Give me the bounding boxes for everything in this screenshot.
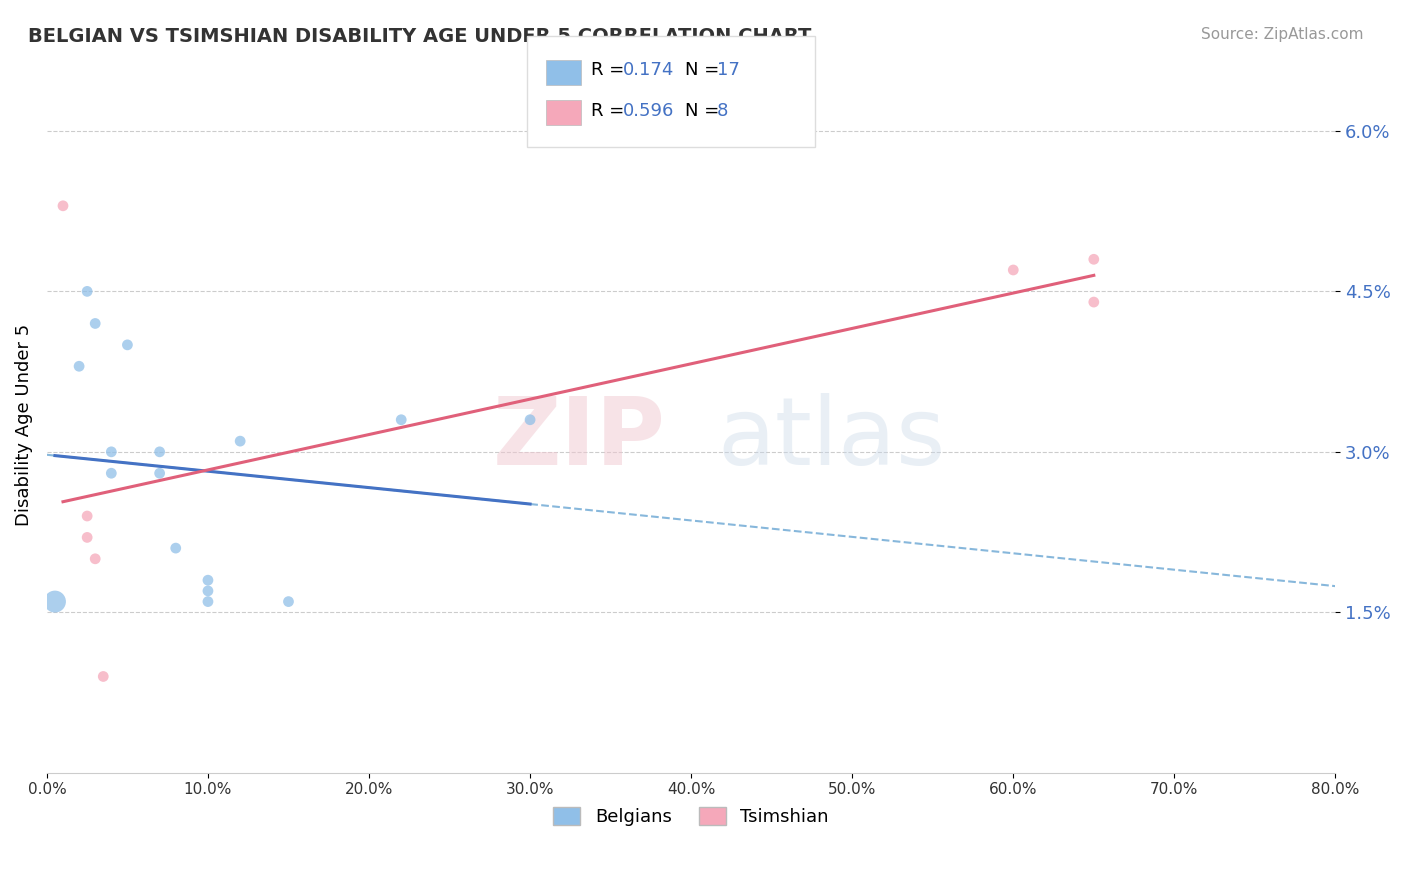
- Point: [100, 467, 122, 481]
- Point: [197, 594, 219, 608]
- Y-axis label: Disability Age Under 5: Disability Age Under 5: [15, 324, 32, 526]
- Point: [100, 445, 122, 459]
- Point: [1002, 263, 1025, 277]
- Point: [1083, 252, 1105, 267]
- Point: [277, 594, 299, 608]
- Point: [76, 530, 98, 544]
- Point: [197, 583, 219, 598]
- Point: [91, 669, 114, 683]
- Text: 0.174: 0.174: [623, 62, 675, 79]
- Point: [519, 413, 541, 427]
- Text: N =: N =: [685, 62, 724, 79]
- Point: [149, 445, 172, 459]
- Text: N =: N =: [685, 103, 724, 120]
- Point: [67, 359, 90, 374]
- Point: [44, 594, 66, 608]
- Text: ZIP: ZIP: [492, 393, 665, 485]
- Text: BELGIAN VS TSIMSHIAN DISABILITY AGE UNDER 5 CORRELATION CHART: BELGIAN VS TSIMSHIAN DISABILITY AGE UNDE…: [28, 27, 811, 45]
- Legend: Belgians, Tsimshian: Belgians, Tsimshian: [546, 799, 837, 833]
- Point: [389, 413, 412, 427]
- Text: R =: R =: [591, 62, 630, 79]
- Text: atlas: atlas: [717, 393, 945, 485]
- Point: [229, 434, 252, 449]
- Point: [76, 285, 98, 299]
- Point: [197, 573, 219, 587]
- Point: [84, 551, 107, 566]
- Point: [1083, 295, 1105, 310]
- Point: [52, 199, 75, 213]
- Text: 17: 17: [717, 62, 740, 79]
- Text: 8: 8: [717, 103, 728, 120]
- Point: [84, 317, 107, 331]
- Point: [165, 541, 187, 555]
- Text: Source: ZipAtlas.com: Source: ZipAtlas.com: [1201, 27, 1364, 42]
- Point: [117, 338, 139, 352]
- Text: 0.596: 0.596: [623, 103, 675, 120]
- Point: [149, 467, 172, 481]
- Text: R =: R =: [591, 103, 630, 120]
- Point: [76, 508, 98, 523]
